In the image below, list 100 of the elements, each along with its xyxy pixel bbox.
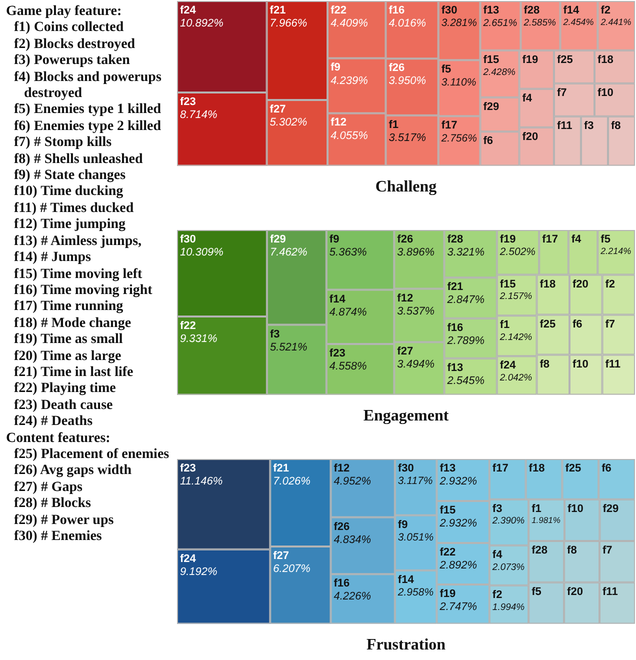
data-label: 2.545% <box>446 374 485 387</box>
text: f9) # State changes <box>13 168 127 184</box>
category-label: f10 <box>567 502 584 515</box>
category-label: f15 <box>500 278 516 290</box>
data-label: 2.651% <box>482 18 518 29</box>
category-label: f15 <box>440 504 456 517</box>
text: f17) Time running <box>13 299 124 316</box>
text: f3) Powerups taken <box>13 53 131 70</box>
text: f20) Time as large <box>13 348 122 365</box>
category-label: f30 <box>180 234 196 246</box>
category-label: f7 <box>605 318 616 330</box>
data-label: 2.958% <box>396 586 434 599</box>
text: Frustration <box>366 636 446 654</box>
text: f1) Coins collected <box>13 20 125 37</box>
text: f12) Time jumping <box>13 217 126 234</box>
data-label: 11.146% <box>180 476 223 488</box>
data-label: 4.558% <box>329 360 367 373</box>
category-label: f24 <box>500 360 517 372</box>
category-label: f21 <box>273 462 290 475</box>
category-label: f5 <box>441 64 452 76</box>
data-label: 2.390% <box>491 516 526 527</box>
data-label: 5.302% <box>270 116 308 129</box>
category-label: f7 <box>556 86 567 99</box>
category-label: f2 <box>600 4 610 17</box>
category-label: f23 <box>180 462 196 475</box>
data-label: 4.874% <box>329 306 367 318</box>
data-label: 2.847% <box>446 294 485 306</box>
category-label: f22 <box>180 320 196 332</box>
category-label: f12 <box>334 462 350 475</box>
text: f13) # Aimless jumps, <box>13 234 143 250</box>
category-label: f21 <box>270 4 286 17</box>
data-label: 4.409% <box>330 18 368 30</box>
category-label: f19 <box>500 234 516 246</box>
category-label: f10 <box>597 86 614 99</box>
category-label: f4 <box>492 548 504 561</box>
data-label: 7.026% <box>273 476 311 488</box>
category-label: f13 <box>447 362 464 374</box>
category-label: f7 <box>602 544 612 557</box>
category-label: f28 <box>524 4 540 17</box>
text: Game play feature: <box>5 4 123 20</box>
data-label: 2.932% <box>438 476 478 488</box>
category-label: f12 <box>397 292 414 304</box>
data-label: 4.055% <box>330 130 368 142</box>
data-label: 1.981% <box>532 514 561 525</box>
text: f11) # Times ducked <box>13 200 135 218</box>
category-label: f1 <box>532 502 542 515</box>
category-label: f13 <box>483 4 500 17</box>
category-label: f17 <box>542 234 558 246</box>
data-label: 2.747% <box>438 601 478 614</box>
text: f25) Placement of enemies <box>13 446 170 464</box>
data-label: 9.192% <box>180 566 218 578</box>
category-label: f24 <box>180 4 197 17</box>
text: f29) # Power ups <box>13 512 115 529</box>
category-label: f29 <box>270 234 286 246</box>
data-label: 5.521% <box>270 341 308 354</box>
data-label: 8.714% <box>180 109 218 122</box>
category-label: f20 <box>572 278 588 290</box>
data-label: 2.892% <box>438 560 478 572</box>
text: f19) Time as small <box>13 332 124 349</box>
category-label: f25 <box>556 54 573 66</box>
category-label: f5 <box>532 586 542 598</box>
category-label: f11 <box>602 586 618 598</box>
category-label: f18 <box>597 54 614 66</box>
text: f14) # Jumps <box>13 250 92 266</box>
category-label: f1 <box>388 118 399 131</box>
category-label: f13 <box>440 462 456 475</box>
data-label: 2.214% <box>600 246 632 256</box>
data-label: 2.142% <box>498 332 533 343</box>
data-label: 3.537% <box>397 305 435 318</box>
data-label: 4.834% <box>334 534 372 546</box>
data-label: 3.950% <box>388 75 426 88</box>
text: f21) Time in last life <box>13 364 134 382</box>
category-label: f12 <box>330 116 346 129</box>
category-label: f25 <box>565 462 582 475</box>
category-label: f6 <box>483 135 494 148</box>
category-label: f16 <box>334 578 350 590</box>
text: f18) # Mode change <box>13 316 132 332</box>
data-label: 4.239% <box>330 74 368 87</box>
category-label: f9 <box>398 518 408 531</box>
data-label: 10.309% <box>180 246 224 259</box>
text: Content features: <box>5 430 112 447</box>
data-label: 2.789% <box>446 334 485 347</box>
category-label: f28 <box>447 234 464 246</box>
category-label: f25 <box>540 318 556 330</box>
data-label: 3.321% <box>447 246 485 259</box>
category-label: f5 <box>600 234 610 246</box>
data-label: 2.428% <box>482 66 516 78</box>
data-label: 2.756% <box>440 132 477 144</box>
data-label: 3.494% <box>397 358 435 371</box>
data-label: 3.110% <box>441 76 476 88</box>
category-label: f28 <box>532 544 548 557</box>
category-label: f4 <box>522 92 533 104</box>
text: Engagement <box>363 408 450 425</box>
category-label: f6 <box>602 462 612 475</box>
category-label: f8 <box>610 120 621 132</box>
data-label: 2.042% <box>498 372 533 384</box>
data-label: 4.952% <box>334 476 372 488</box>
category-label: f16 <box>447 322 464 334</box>
text: f7) # Stomp kills <box>13 135 113 152</box>
category-label: f2 <box>605 278 616 290</box>
